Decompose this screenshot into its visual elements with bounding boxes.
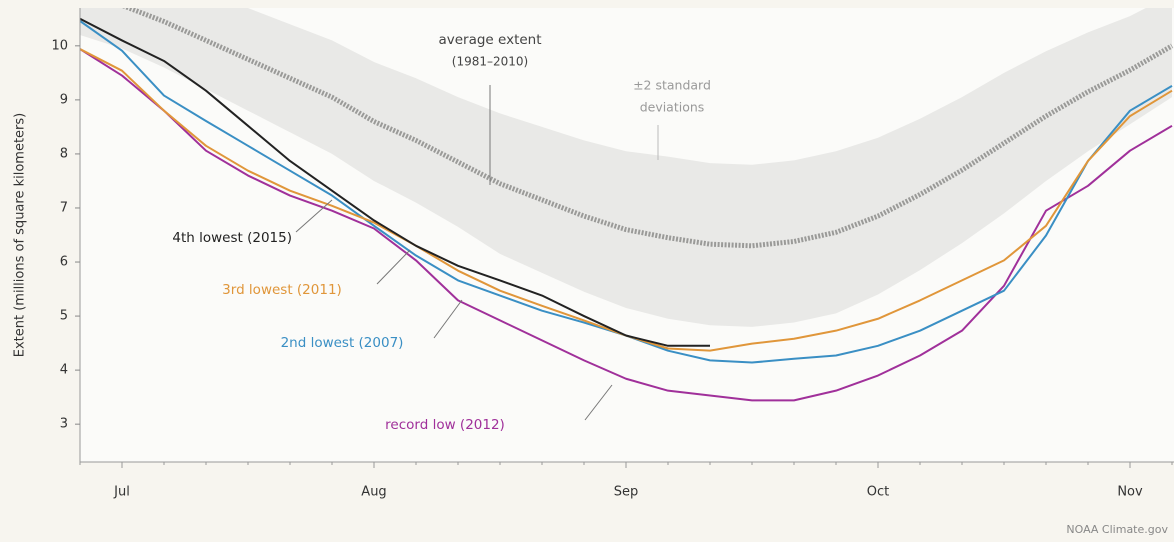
x-tick-label: Oct	[867, 485, 889, 500]
series-line	[80, 48, 1173, 402]
x-tick-label: Aug	[361, 485, 386, 500]
y-tick-label: 5	[60, 309, 68, 324]
y-axis-label: Extent (millions of square kilometers)	[13, 113, 28, 358]
y-tick-label: 6	[60, 255, 68, 270]
y-tick-label: 9	[60, 92, 68, 107]
series-label: 2nd lowest (2007)	[281, 335, 404, 351]
average-line	[122, 8, 1174, 249]
std-band	[80, 8, 1172, 327]
series-label: 3rd lowest (2011)	[222, 282, 342, 298]
average-period: (1981–2010)	[452, 55, 528, 69]
series-label: record low (2012)	[385, 417, 505, 433]
y-tick-label: 10	[51, 38, 68, 53]
y-tick-label: 4	[60, 363, 68, 378]
y-tick-label: 7	[60, 200, 68, 215]
band-label: deviations	[640, 100, 705, 115]
band-label: ±2 standard	[633, 78, 711, 93]
credit: NOAA Climate.gov	[1066, 523, 1168, 536]
y-tick-label: 3	[60, 417, 68, 432]
series-label: 4th lowest (2015)	[172, 230, 292, 246]
leader-line	[295, 199, 333, 233]
leader-line	[584, 384, 613, 421]
series-label: average extent	[438, 32, 541, 48]
y-tick-label: 8	[60, 146, 68, 161]
x-tick-label: Nov	[1117, 485, 1143, 500]
plot	[80, 8, 1174, 402]
x-tick-label: Sep	[614, 485, 639, 500]
leader-line	[376, 249, 411, 285]
series-line	[80, 17, 710, 347]
leader-line	[433, 299, 463, 339]
x-tick-label: Jul	[113, 485, 130, 500]
